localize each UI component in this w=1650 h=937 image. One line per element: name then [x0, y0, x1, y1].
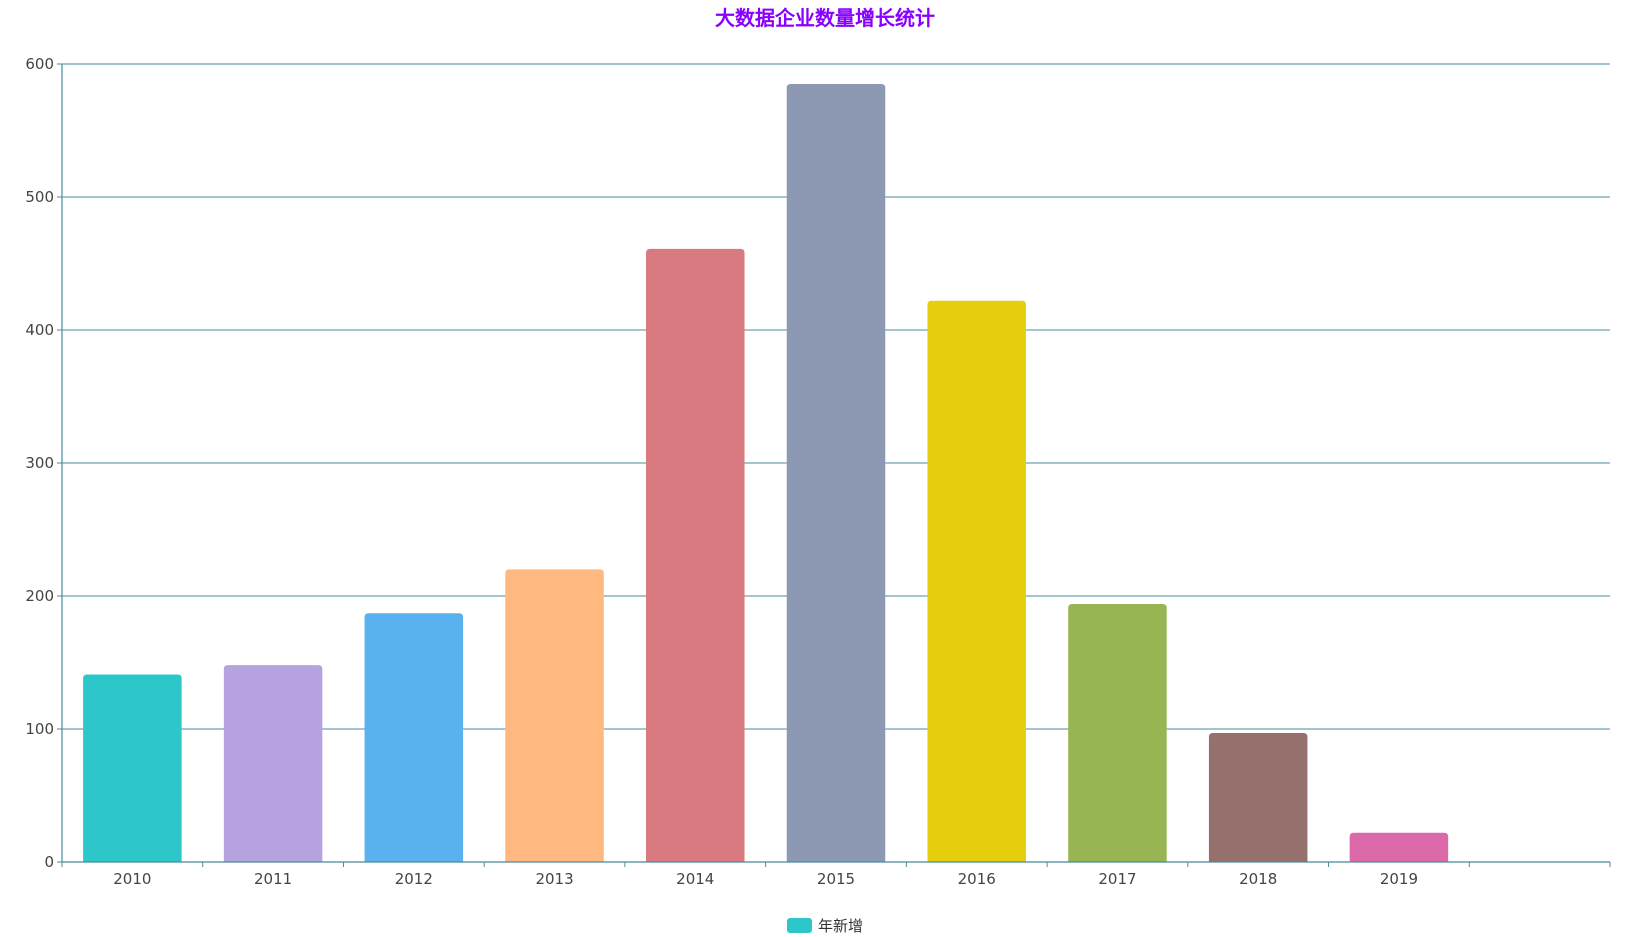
y-tick-label-600: 600	[25, 55, 54, 73]
legend[interactable]: 年新增	[0, 915, 1650, 936]
x-tick-label-2013: 2013	[535, 870, 573, 888]
x-tick-label-2018: 2018	[1239, 870, 1277, 888]
x-tick-label-2014: 2014	[676, 870, 714, 888]
x-tick-label-2011: 2011	[254, 870, 292, 888]
axes	[57, 63, 1611, 867]
tick-labels: 0 100 200 300 400 500 600 2010 2011 2012 2013 2014 2…	[25, 55, 1418, 888]
x-tick-label-2016: 2016	[958, 870, 996, 888]
x-tick-label-2017: 2017	[1098, 870, 1136, 888]
x-tick-label-2019: 2019	[1380, 870, 1418, 888]
x-tick-label-2010: 2010	[113, 870, 151, 888]
x-tick-label-2012: 2012	[395, 870, 433, 888]
bar-2011[interactable]	[223, 665, 323, 862]
bar-2013[interactable]	[505, 569, 604, 862]
bars	[83, 83, 1449, 862]
bar-2015[interactable]	[786, 83, 886, 862]
bar-2012[interactable]	[364, 613, 464, 862]
bar-2016[interactable]	[927, 300, 1026, 862]
chart-title: 大数据企业数量增长统计	[715, 6, 935, 30]
y-tick-label-200: 200	[25, 587, 54, 605]
y-tick-label-0: 0	[44, 853, 54, 871]
y-tick-label-500: 500	[25, 188, 54, 206]
legend-swatch	[786, 918, 812, 933]
bar-2014[interactable]	[646, 248, 745, 862]
bar-2017[interactable]	[1068, 603, 1167, 862]
y-tick-label-400: 400	[25, 321, 54, 339]
bar-2019[interactable]	[1349, 832, 1449, 862]
x-tick-label-2015: 2015	[817, 870, 855, 888]
bar-2018[interactable]	[1208, 732, 1308, 862]
bar-2010[interactable]	[83, 674, 182, 862]
y-tick-label-300: 300	[25, 454, 54, 472]
y-tick-label-100: 100	[25, 720, 54, 738]
legend-label: 年新增	[817, 917, 863, 935]
